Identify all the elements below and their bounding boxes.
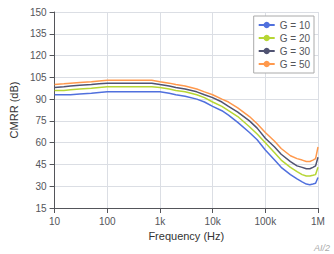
svg-text:G = 50: G = 50 <box>280 59 311 70</box>
svg-text:15: 15 <box>35 203 47 214</box>
svg-text:10: 10 <box>49 216 61 227</box>
svg-text:105: 105 <box>30 72 47 83</box>
svg-text:Frequency (Hz): Frequency (Hz) <box>148 230 224 242</box>
svg-text:100: 100 <box>99 216 116 227</box>
svg-text:60: 60 <box>35 137 47 148</box>
svg-text:1k: 1k <box>155 216 167 227</box>
svg-text:45: 45 <box>35 159 47 170</box>
svg-text:AI/2: AI/2 <box>313 243 330 253</box>
svg-text:75: 75 <box>35 115 47 126</box>
svg-text:150: 150 <box>30 7 47 18</box>
svg-text:G = 10: G = 10 <box>280 20 311 31</box>
svg-text:100k: 100k <box>254 216 277 227</box>
svg-text:30: 30 <box>35 181 47 192</box>
svg-text:135: 135 <box>30 28 47 39</box>
svg-text:CMRR (dB): CMRR (dB) <box>8 82 20 139</box>
svg-text:G = 20: G = 20 <box>280 33 311 44</box>
svg-text:10k: 10k <box>205 216 222 227</box>
svg-text:1M: 1M <box>311 216 325 227</box>
svg-text:90: 90 <box>35 94 47 105</box>
svg-text:120: 120 <box>30 50 47 61</box>
svg-text:G = 30: G = 30 <box>280 46 311 57</box>
